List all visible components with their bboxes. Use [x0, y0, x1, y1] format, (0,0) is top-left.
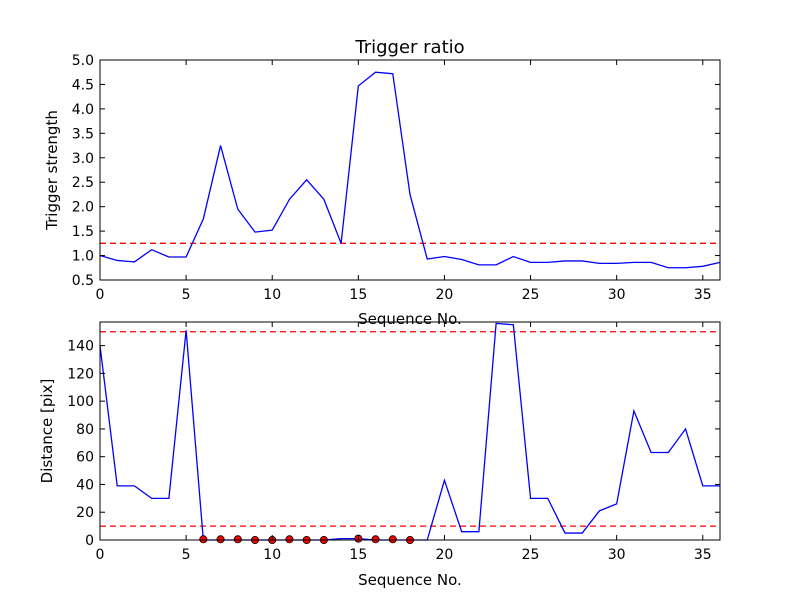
y-tick-label: 140	[67, 339, 94, 355]
trigger-ratio-chart: Trigger ratio Trigger strength Sequence …	[43, 37, 721, 328]
y-tick-label: 2.0	[72, 200, 94, 216]
x-axis-label: Sequence No.	[358, 310, 462, 328]
y-tick-label: 4.5	[72, 77, 94, 93]
y-tick-label: 1.0	[72, 249, 94, 265]
y-tick-label: 1.5	[72, 224, 94, 240]
x-tick-label: 10	[263, 547, 281, 563]
x-tick-label: 15	[349, 287, 367, 303]
x-tick-label: 20	[436, 547, 454, 563]
x-tick-label: 25	[522, 547, 540, 563]
y-tick-label: 100	[67, 394, 94, 410]
series-lines	[99, 71, 721, 269]
x-tick-label: 15	[349, 547, 367, 563]
y-axis-ticks: 0.5 1.0 1.5 2.0 2.5 3.0 3.5 4.0 4.5 5.0	[72, 53, 720, 289]
x-tick-label: 35	[694, 547, 712, 563]
y-tick-label: 120	[67, 366, 94, 382]
x-tick-label: 30	[608, 287, 626, 303]
x-axis-label: Sequence No.	[358, 571, 462, 589]
threshold-lines	[100, 331, 720, 527]
plot-frame	[99, 321, 721, 541]
y-tick-label: 80	[76, 422, 94, 438]
x-tick-label: 5	[182, 287, 191, 303]
series-line	[99, 71, 721, 269]
y-tick-label: 2.5	[72, 175, 94, 191]
data-point	[371, 535, 380, 544]
x-tick-label: 10	[263, 287, 281, 303]
data-point	[388, 535, 397, 544]
x-tick-label: 20	[436, 287, 454, 303]
y-tick-label: 3.5	[72, 126, 94, 142]
y-tick-label: 0	[85, 533, 94, 549]
y-axis-label: Distance [pix]	[38, 379, 56, 484]
chart-title: Trigger ratio	[354, 37, 464, 58]
y-tick-label: 5.0	[72, 53, 94, 69]
y-tick-label: 20	[76, 505, 94, 521]
x-tick-label: 0	[96, 287, 105, 303]
data-point	[233, 535, 242, 544]
x-tick-label: 5	[182, 547, 191, 563]
x-axis-ticks: 0 5 10 15 20 25 30 35	[96, 322, 712, 563]
y-axis-label: Trigger strength	[43, 110, 61, 231]
x-tick-label: 0	[96, 547, 105, 563]
x-tick-label: 35	[694, 287, 712, 303]
plot-frame	[99, 59, 721, 281]
x-axis-ticks: 0 5 10 15 20 25 30 35	[96, 60, 712, 303]
data-point	[216, 535, 225, 544]
x-tick-label: 25	[522, 287, 540, 303]
y-tick-label: 40	[76, 477, 94, 493]
data-point	[285, 535, 294, 544]
y-tick-label: 60	[76, 450, 94, 466]
distance-chart: Distance [pix] Sequence No. 0 5 10 15 20 25 30…	[38, 321, 721, 589]
y-axis-ticks: 0 20 40 60 80 100 120 140	[67, 339, 720, 549]
y-tick-label: 3.0	[72, 151, 94, 167]
y-tick-label: 0.5	[72, 273, 94, 289]
data-point	[199, 535, 208, 544]
y-tick-label: 4.0	[72, 102, 94, 118]
x-tick-label: 30	[608, 547, 626, 563]
